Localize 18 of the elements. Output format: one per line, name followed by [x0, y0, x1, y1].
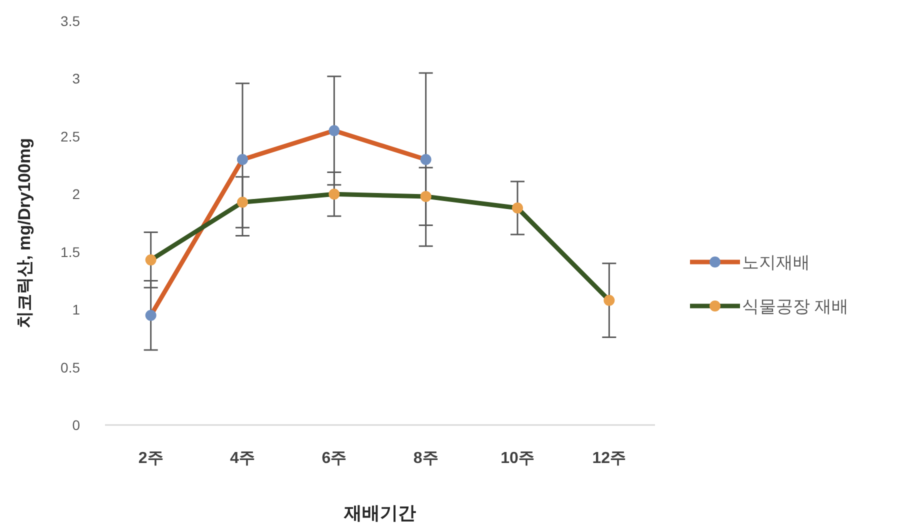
x-axis-title: 재배기간 [343, 503, 416, 523]
x-tick-label: 10주 [500, 450, 534, 467]
y-tick-label: 1.5 [60, 244, 80, 260]
y-tick-label: 3 [72, 70, 80, 87]
y-tick-label: 0.5 [60, 359, 80, 376]
y-tick-label: 0 [72, 417, 80, 433]
x-tick-label: 6주 [322, 450, 347, 467]
y-tick-label: 3.5 [60, 13, 80, 29]
y-axis-title: 치코릭산, mg/Dry100mg [15, 138, 34, 328]
legend-label: 노지재배 [742, 253, 810, 272]
x-tick-label: 2주 [138, 450, 164, 467]
y-tick-label: 1 [72, 302, 80, 318]
x-tick-label: 8주 [413, 450, 438, 467]
x-tick-label: 12주 [592, 450, 626, 467]
legend-label: 식물공장 재배 [742, 297, 849, 316]
y-tick-label: 2 [72, 186, 80, 202]
x-tick-label: 4주 [230, 450, 255, 467]
y-tick-label: 2.5 [60, 128, 80, 144]
